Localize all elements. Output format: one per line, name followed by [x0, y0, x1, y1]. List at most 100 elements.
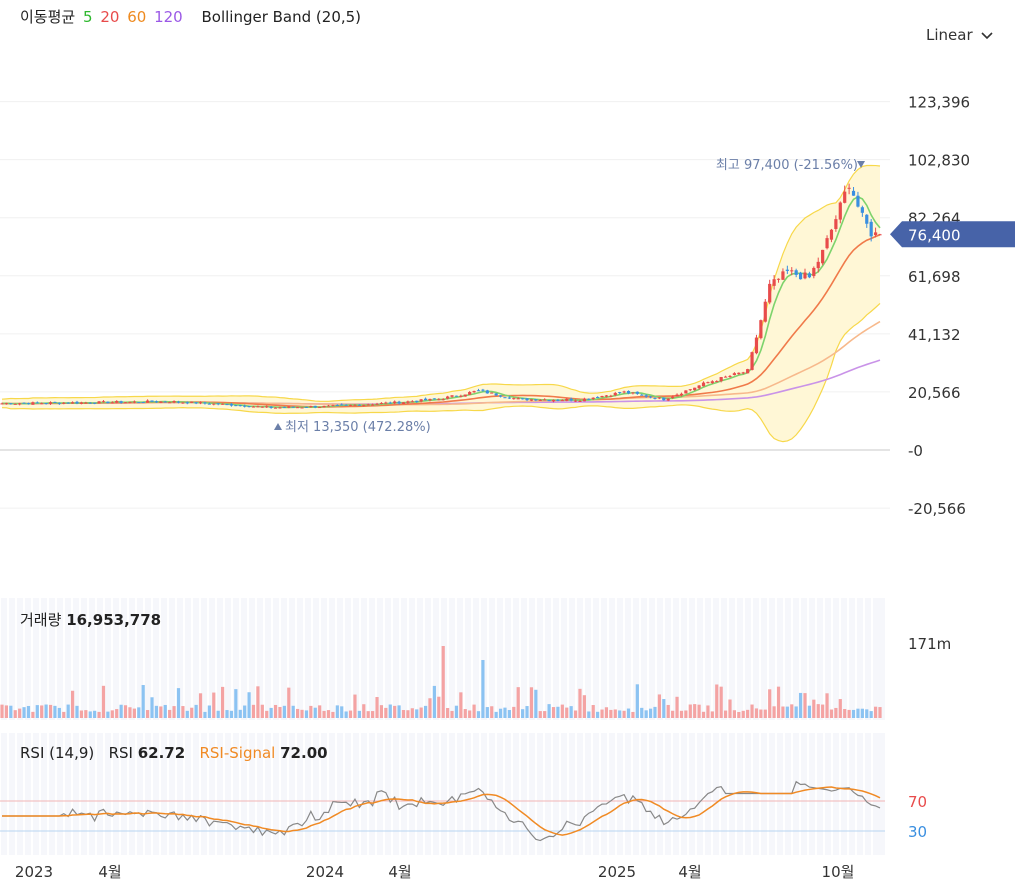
rsi-level-70-label: 70 [908, 793, 927, 811]
volume-bar [821, 704, 825, 718]
volume-bar [256, 686, 260, 718]
volume-bar [44, 704, 48, 718]
volume-bar [662, 699, 666, 718]
volume-bar [468, 710, 472, 718]
volume-bar [790, 704, 794, 718]
volume-label: 거래량 [20, 611, 62, 629]
candle-body [573, 400, 578, 402]
x-tick-label: 10월 [822, 863, 855, 881]
candle-body [9, 403, 13, 405]
bollinger-legend[interactable]: Bollinger Band (20,5) [201, 8, 362, 26]
candle-body [741, 372, 745, 374]
scale-mode-dropdown[interactable]: Linear [926, 26, 993, 44]
volume-bar [860, 708, 864, 718]
volume-bar [243, 705, 247, 718]
candle-body [476, 390, 481, 392]
volume-bar [476, 711, 481, 718]
candle-body [432, 398, 436, 400]
candle-body [335, 404, 339, 406]
candle-body [556, 399, 560, 401]
candle-body [750, 352, 754, 370]
candle-body [521, 398, 525, 400]
volume-bar [675, 696, 679, 718]
candle-body [428, 398, 432, 401]
candle-body [79, 402, 84, 404]
volume-bar [79, 710, 84, 718]
volume-bar [551, 707, 556, 718]
ma60-legend[interactable]: 60 [127, 8, 147, 26]
candle-body [119, 401, 123, 403]
volume-bar [547, 704, 551, 718]
volume-value: 16,953,778 [66, 611, 162, 629]
candle-body [640, 394, 644, 396]
volume-bar [287, 687, 291, 718]
volume-bar [75, 705, 79, 718]
volume-bar [715, 684, 719, 718]
ma20-legend[interactable]: 20 [100, 8, 120, 26]
volume-bar [375, 697, 379, 718]
volume-bar [40, 705, 44, 718]
candle-body [732, 373, 737, 375]
volume-bar [344, 711, 348, 718]
candle-body [763, 301, 767, 322]
volume-bar [318, 705, 322, 718]
volume-bar [260, 704, 264, 718]
volume-bar [538, 711, 542, 718]
candle-body [776, 278, 781, 280]
candle-body [145, 400, 150, 403]
volume-bar [741, 710, 745, 718]
volume-bar [543, 711, 547, 718]
ma120-legend[interactable]: 120 [154, 8, 183, 26]
volume-bar [229, 710, 234, 718]
volume-bar [626, 708, 631, 718]
volume-bar [145, 710, 150, 718]
candle-body [873, 232, 878, 236]
volume-bar [569, 706, 573, 718]
volume-bar [825, 693, 829, 718]
candle-body [547, 400, 551, 402]
candle-body [128, 401, 132, 403]
candle-body [543, 399, 547, 401]
volume-bar [578, 688, 582, 718]
volume-bar [851, 709, 856, 718]
volume-bar [62, 711, 66, 718]
candle-body [44, 403, 48, 405]
volume-bar [203, 711, 207, 718]
candle-body [371, 404, 375, 406]
candle-body [57, 402, 61, 404]
candle-body [847, 187, 851, 189]
candle-body [560, 400, 564, 402]
candle-body [446, 396, 450, 399]
volume-bar [119, 704, 123, 718]
volume-bar [282, 705, 286, 718]
candle-body [269, 406, 273, 409]
volume-bar [693, 704, 697, 718]
x-tick-label: 4월 [388, 863, 411, 881]
volume-bar [604, 707, 609, 718]
candle-body [93, 402, 97, 404]
candle-body [419, 399, 423, 402]
candle-body [375, 403, 379, 405]
rsi-level-30-label: 30 [908, 823, 927, 841]
x-tick-label: 4월 [678, 863, 701, 881]
volume-bar [123, 705, 128, 718]
ma5-legend[interactable]: 5 [82, 8, 93, 26]
candle-body [353, 404, 357, 406]
volume-bar [0, 704, 4, 718]
volume-bar [31, 711, 35, 718]
volume-bar [587, 711, 591, 718]
volume-bar [428, 698, 432, 718]
candle-body [115, 401, 119, 403]
volume-bar [273, 704, 278, 718]
volume-bar [785, 706, 789, 718]
volume-bar [697, 704, 701, 718]
volume-bar [847, 709, 851, 718]
candle-body [600, 395, 604, 398]
volume-bar [106, 711, 110, 718]
candle-body [746, 369, 750, 374]
candle-body [31, 402, 35, 405]
volume-bar [22, 707, 26, 718]
candle-body [498, 395, 503, 397]
volume-bar [653, 706, 657, 718]
